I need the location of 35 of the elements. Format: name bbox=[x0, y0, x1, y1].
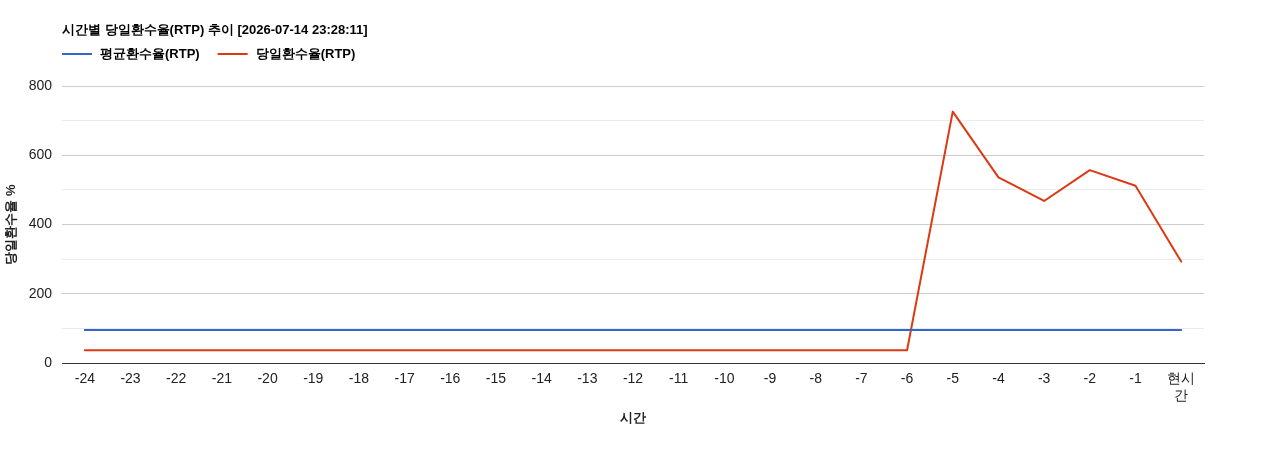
legend-label: 당일환수율(RTP) bbox=[255, 45, 356, 61]
chart-title: 시간별 당일환수율(RTP) 추이 [2026-07-14 23:28:11] bbox=[62, 21, 368, 37]
x-tick-label: -17 bbox=[394, 370, 415, 387]
x-tick-label: -6 bbox=[900, 370, 914, 387]
y-tick-label: 800 bbox=[28, 76, 53, 93]
x-tick-label: -10 bbox=[714, 370, 735, 387]
x-tick-label: -12 bbox=[622, 370, 644, 387]
x-axis-title: 시간 bbox=[620, 409, 646, 425]
x-tick-label: -24 bbox=[74, 370, 96, 387]
x-tick-label: -16 bbox=[440, 370, 461, 387]
y-axis-title: 당일환수율 % bbox=[3, 183, 19, 265]
x-tick-label: -9 bbox=[763, 370, 777, 387]
x-tick-label: -14 bbox=[531, 370, 552, 387]
y-tick-label: 600 bbox=[28, 146, 53, 163]
x-tick-label: -7 bbox=[855, 370, 868, 387]
x-tick-label: -8 bbox=[809, 370, 823, 387]
x-tick-label: -18 bbox=[348, 370, 370, 387]
x-tick-label: -15 bbox=[485, 370, 507, 387]
x-tick-label: -3 bbox=[1037, 370, 1051, 387]
x-tick-label: -20 bbox=[257, 370, 278, 387]
x-tick-label: -4 bbox=[992, 370, 1005, 387]
x-tick-label: -11 bbox=[669, 370, 689, 387]
y-tick-label: 0 bbox=[44, 353, 53, 370]
x-tick-label: 현시간 bbox=[1167, 370, 1196, 404]
x-tick-label: -19 bbox=[303, 370, 324, 387]
x-tick-label: -22 bbox=[166, 370, 187, 387]
legend-label: 평균환수율(RTP) bbox=[100, 45, 200, 61]
x-tick-label: -1 bbox=[1129, 370, 1142, 387]
x-tick-label: -13 bbox=[577, 370, 598, 387]
x-tick-label: -5 bbox=[946, 370, 960, 387]
x-tick-label: -23 bbox=[120, 370, 141, 387]
x-tick-label: -2 bbox=[1083, 370, 1097, 387]
y-tick-label: 400 bbox=[28, 215, 53, 232]
x-tick-label: -21 bbox=[211, 370, 233, 387]
y-tick-label: 200 bbox=[28, 284, 53, 301]
